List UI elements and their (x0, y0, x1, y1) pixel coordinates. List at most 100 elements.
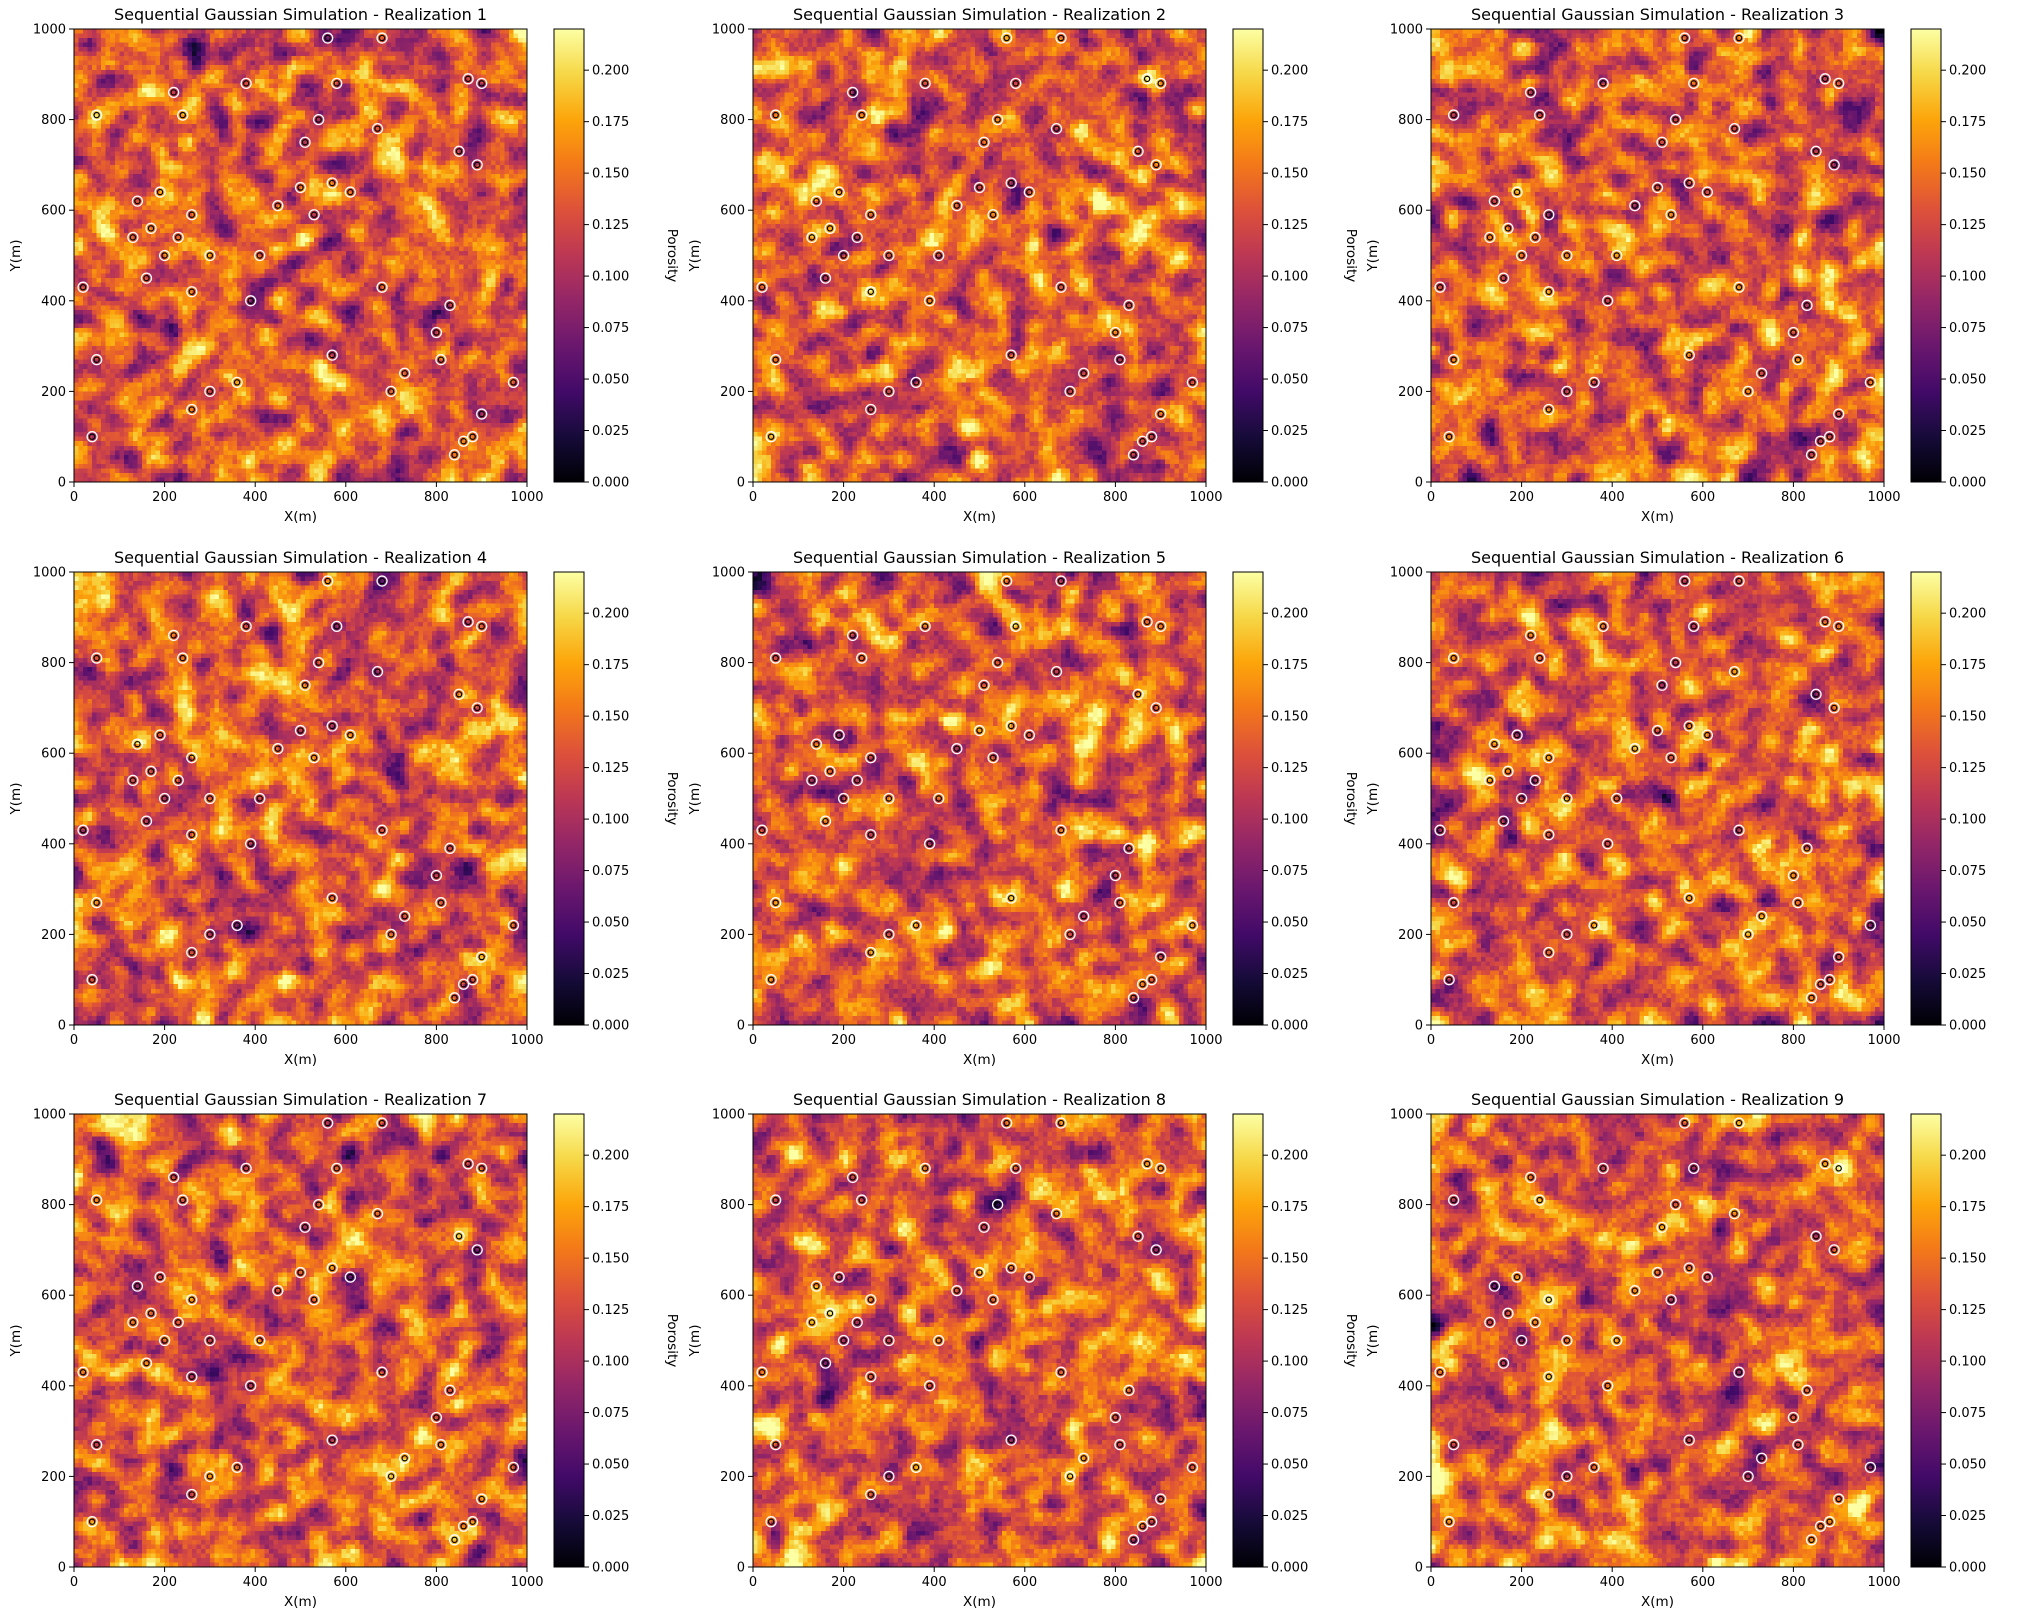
subplot-title: Sequential Gaussian Simulation - Realiza… (1471, 548, 1844, 567)
well-marker-core (401, 1455, 408, 1462)
colorbar-tick-label: 0.000 (1949, 476, 1986, 491)
colorbar-tick-label: 0.075 (1271, 321, 1308, 336)
well-marker-core (93, 899, 100, 906)
well-marker-core (1157, 1495, 1164, 1503)
well-marker (240, 77, 252, 90)
well-marker (1145, 1516, 1158, 1528)
well-marker-core (1613, 252, 1620, 259)
well-marker (1155, 620, 1167, 633)
plot-frame (1430, 571, 1885, 1026)
colorbar-tick-label: 0.000 (592, 1561, 629, 1576)
y-tick-label: 0 (58, 1019, 66, 1034)
well-marker-core (1817, 1523, 1824, 1530)
well-marker-core (1794, 356, 1802, 363)
well-marker (127, 231, 139, 244)
colorbar-tick-label: 0.125 (592, 761, 629, 776)
well-marker-core (170, 89, 177, 96)
well-marker-core (976, 184, 983, 191)
well-marker-core (826, 1310, 834, 1317)
x-tick-label: 1000 (510, 1033, 543, 1048)
x-tick-label: 600 (1690, 1575, 1715, 1590)
well-marker (385, 385, 397, 398)
well-marker (1669, 113, 1682, 126)
well-marker (457, 978, 470, 990)
well-marker-core (1500, 274, 1507, 282)
well-marker-core (1590, 922, 1598, 929)
well-marker-core (1744, 1473, 1752, 1480)
well-marker-core (455, 691, 463, 698)
well-marker-core (188, 288, 195, 295)
well-marker-core (437, 356, 445, 363)
y-tick-label: 600 (41, 747, 66, 762)
well-marker (322, 575, 334, 587)
y-tick-label: 800 (41, 656, 66, 671)
well-marker (1005, 892, 1017, 904)
well-marker (819, 272, 832, 284)
well-marker (331, 77, 343, 90)
well-marker (933, 1334, 945, 1347)
colorbar-tick-label: 0.150 (592, 167, 629, 182)
colorbar-tick-label: 0.000 (592, 1019, 629, 1034)
colorbar-tick-label: 0.025 (1949, 1509, 1986, 1524)
x-tick-label: 400 (922, 1033, 947, 1048)
well-marker-core (1450, 899, 1457, 906)
well-marker-core (464, 75, 472, 83)
well-marker (466, 1516, 479, 1528)
well-marker-core (953, 1287, 961, 1294)
well-marker-core (1486, 234, 1494, 241)
colorbar-tick-label: 0.125 (1949, 218, 1986, 233)
x-tick-label: 800 (1103, 1033, 1128, 1048)
plot-frame (1430, 28, 1885, 483)
well-marker (168, 1171, 180, 1184)
colorbar-tick-label: 0.175 (1949, 658, 1986, 673)
well-marker-core (1486, 1319, 1494, 1326)
well-marker-core (1057, 577, 1065, 585)
well-marker (1136, 978, 1149, 990)
well-marker-core (156, 1273, 164, 1281)
well-marker (331, 1162, 343, 1175)
well-marker-core (1143, 75, 1151, 83)
well-marker (186, 403, 198, 416)
well-marker (1434, 824, 1446, 836)
x-axis-label: X(m) (963, 509, 996, 525)
well-marker (865, 946, 877, 959)
well-marker-core (93, 654, 100, 662)
well-marker-core (464, 618, 472, 626)
x-tick-label: 0 (749, 1033, 757, 1048)
well-marker (1497, 272, 1510, 284)
well-marker (77, 1366, 89, 1378)
well-marker-core (1066, 931, 1074, 938)
well-marker-core (247, 1382, 254, 1390)
well-marker-core (1681, 1119, 1688, 1127)
well-marker-core (1686, 1436, 1693, 1444)
well-marker-core (1112, 1414, 1119, 1421)
well-marker (145, 222, 157, 234)
well-marker (1683, 720, 1695, 732)
well-marker (186, 286, 198, 298)
well-marker-core (1590, 1464, 1598, 1471)
heatmap-image (753, 572, 1206, 1025)
well-marker (1515, 792, 1528, 805)
well-marker-core (1835, 1495, 1842, 1503)
colorbar-tick-label: 0.000 (1949, 1019, 1986, 1034)
well-marker (1005, 1434, 1017, 1446)
well-marker (1597, 1162, 1609, 1175)
well-marker-core (1143, 1160, 1151, 1168)
well-marker (1805, 992, 1818, 1004)
well-marker-core (460, 981, 467, 988)
well-marker-core (976, 727, 983, 734)
well-marker-core (1704, 188, 1711, 196)
well-marker-core (188, 1296, 195, 1303)
well-marker-core (161, 795, 168, 802)
well-marker (172, 1316, 184, 1329)
well-marker-core (315, 659, 322, 666)
well-marker-core (1658, 682, 1666, 689)
well-marker-core (1826, 433, 1833, 440)
well-marker (833, 1271, 845, 1283)
well-marker-core (1491, 1282, 1498, 1290)
well-marker-core (1790, 872, 1797, 879)
colorbar-tick-label: 0.125 (1271, 761, 1308, 776)
well-marker (145, 1307, 157, 1319)
well-marker (131, 738, 144, 750)
well-marker-core (953, 202, 961, 209)
